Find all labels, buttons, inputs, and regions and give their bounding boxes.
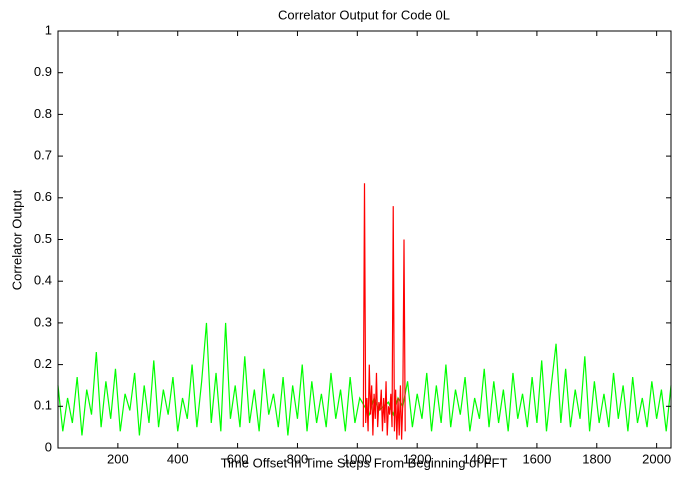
x-tick-label: 800 [287,451,309,466]
y-tick-label: 1 [45,22,52,37]
x-tick-label: 1200 [403,451,432,466]
x-tick-label: 1800 [582,451,611,466]
y-tick-label: 0.4 [34,273,52,288]
chart-title: Correlator Output for Code 0L [278,7,450,22]
x-tick-label: 1600 [522,451,551,466]
y-tick-label: 0.9 [34,64,52,79]
x-tick-label: 2000 [642,451,671,466]
x-tick-label: 1400 [463,451,492,466]
line-series [362,183,406,440]
x-tick-label: 1000 [343,451,372,466]
x-tick-label: 400 [167,451,189,466]
y-tick-label: 0.5 [34,231,52,246]
y-tick-label: 0.2 [34,356,52,371]
y-tick-label: 0 [45,439,52,454]
x-tick-label: 600 [227,451,249,466]
y-tick-label: 0.6 [34,189,52,204]
y-tick-label: 0.1 [34,398,52,413]
y-tick-label: 0.8 [34,106,52,121]
x-axis-label: Time Offset In Time Steps From Beginning… [221,455,508,470]
x-tick-label: 200 [107,451,129,466]
y-tick-label: 0.7 [34,148,52,163]
y-tick-label: 0.3 [34,314,52,329]
y-axis-label: Correlator Output [9,189,24,290]
line-series [57,322,672,436]
